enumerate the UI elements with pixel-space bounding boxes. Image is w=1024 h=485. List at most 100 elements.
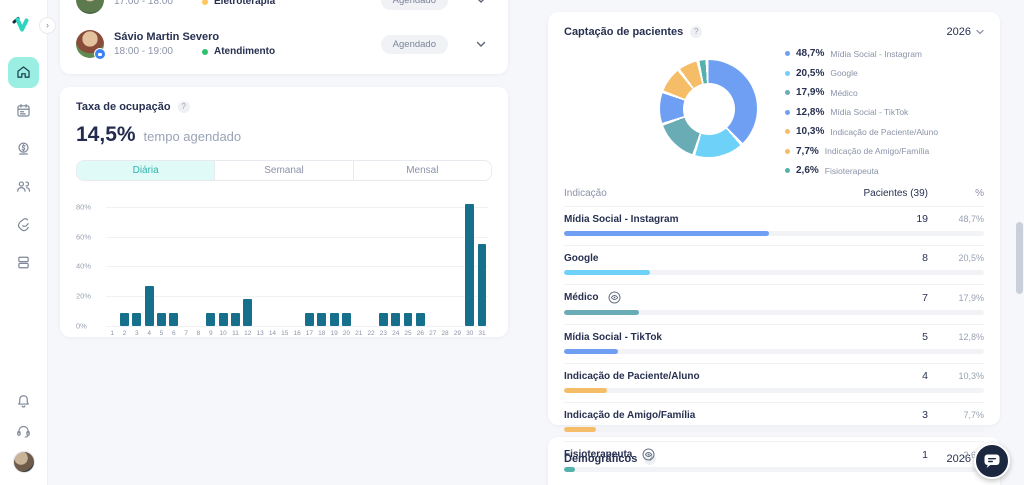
source-label: Mídia Social - Instagram: [564, 213, 679, 225]
bar-slot: [242, 299, 254, 326]
tab-mensal[interactable]: Mensal: [353, 161, 491, 180]
bar-day-25: [403, 312, 413, 326]
chevron-down-icon[interactable]: [476, 41, 486, 48]
gridline: 40%: [76, 262, 488, 271]
occupancy-card: Taxa de ocupação ? 14,5% tempo agendado …: [60, 87, 508, 337]
x-axis-tick: 13: [256, 330, 264, 337]
help-icon[interactable]: ?: [177, 101, 190, 113]
sidebar-item-agenda[interactable]: [8, 95, 39, 126]
help-icon[interactable]: ?: [690, 26, 703, 38]
bar-day-24: [391, 312, 401, 326]
patient-name: Sávio Martin Severo: [114, 31, 220, 43]
sidebar: ›: [0, 0, 56, 485]
bar-day-12: [243, 299, 253, 326]
source-label: Indicação de Amigo/Família: [564, 409, 696, 421]
tab-diária[interactable]: Diária: [77, 161, 216, 180]
legend-item: 17,9% Médico: [785, 87, 938, 98]
progress-track: [564, 270, 984, 275]
chevron-down-icon[interactable]: [476, 0, 486, 4]
appointment-time: 18:00 - 19:00: [114, 46, 173, 57]
bar-slot: [217, 312, 229, 326]
x-axis-tick: 23: [379, 330, 387, 337]
x-axis-tick: 19: [330, 330, 338, 337]
legend-item: 10,3% Indicação de Paciente/Aluno: [785, 126, 938, 137]
bar-slot: [205, 312, 217, 326]
source-patients-count: 7: [922, 291, 928, 304]
appointment-time: 17:00 - 18:00: [114, 0, 173, 7]
col-percent: %: [975, 188, 984, 199]
visibility-eye-icon[interactable]: [642, 448, 655, 461]
sidebar-item-services[interactable]: [8, 209, 39, 240]
x-axis-tick: 7: [184, 330, 188, 337]
legend-color-dot: [785, 129, 790, 134]
visibility-eye-icon[interactable]: [608, 291, 621, 304]
legend-color-dot: [785, 51, 790, 56]
appointment-row[interactable]: Sávio Martin Severo 18:00 - 19:00 Atendime…: [76, 22, 492, 66]
notifications-bell-icon[interactable]: [15, 393, 32, 410]
x-axis-tick: 17: [305, 330, 314, 337]
calendar-icon: [17, 103, 30, 117]
bar-day-19: [329, 312, 339, 326]
x-axis-tick: 10: [219, 330, 227, 337]
tab-semanal[interactable]: Semanal: [215, 161, 354, 180]
legend-label: Mídia Social - Instagram: [830, 48, 923, 59]
x-axis-tick: 31: [478, 330, 486, 337]
sidebar-nav: [8, 57, 39, 278]
progress-fill: [564, 427, 597, 432]
bar-day-3: [132, 312, 142, 326]
finance-icon: [18, 142, 29, 155]
bar-slot: [155, 312, 167, 326]
referral-source-row: Indicação de Paciente/Aluno 4 10,3%: [564, 364, 984, 403]
user-avatar[interactable]: [12, 451, 35, 473]
service-name: Atendimento: [214, 46, 276, 57]
legend-percent: 2,6%: [796, 165, 819, 176]
x-axis-tick: 16: [293, 330, 301, 337]
bar-slot: [143, 285, 155, 326]
sidebar-item-patients[interactable]: [8, 171, 39, 202]
x-axis-tick: 24: [392, 330, 400, 337]
legend-color-dot: [785, 70, 790, 76]
source-label: Indicação de Paciente/Aluno: [564, 370, 700, 382]
progress-track: [564, 467, 984, 472]
status-badge: Agendado: [380, 34, 448, 54]
bar-day-11: [231, 312, 240, 326]
y-axis-tick: 20%: [76, 291, 92, 301]
bar-day-20: [341, 312, 351, 326]
occupancy-value-label: tempo agendado: [143, 129, 242, 144]
sidebar-item-home[interactable]: [8, 57, 39, 88]
y-axis-tick: 80%: [76, 202, 92, 212]
legend-percent: 20,5%: [796, 67, 825, 79]
appointment-row[interactable]: 17:00 - 18:00 Eletroterapia Agendado: [76, 0, 492, 22]
service-name: Eletroterapia: [214, 0, 276, 7]
bar-slot: [131, 312, 143, 326]
sidebar-expand-button[interactable]: ›: [39, 17, 56, 34]
captacao-title: Captação de pacientes: [564, 26, 684, 38]
patients-icon: [17, 181, 31, 192]
table-header: Indicação Pacientes (39) %: [564, 188, 984, 207]
referral-source-row: Indicação de Amigo/Família 3 7,7%: [564, 403, 984, 442]
captacao-year-select[interactable]: 2026: [947, 26, 984, 38]
support-headset-icon[interactable]: [15, 422, 32, 439]
bar-day-18: [317, 312, 327, 326]
bar-slot: [340, 312, 352, 326]
x-axis-tick: 8: [196, 330, 201, 337]
scrollbar-thumb[interactable]: [1016, 222, 1023, 294]
source-patients-count: 8: [922, 252, 928, 264]
legend-label: Google: [830, 68, 858, 78]
chat-fab-button[interactable]: [974, 443, 1010, 479]
sidebar-item-finance[interactable]: [8, 133, 39, 164]
home-icon: [17, 66, 30, 78]
referral-source-row: Mídia Social - Instagram 19 48,7%: [564, 207, 984, 246]
service-color-dot: [202, 0, 208, 5]
source-label: Mídia Social - TikTok: [564, 331, 662, 343]
referral-source-row: Google 8 20,5%: [564, 246, 984, 285]
x-axis-tick: 9: [208, 330, 213, 337]
captacao-table-body: Mídia Social - Instagram 19 48,7% Google 8 20…: [564, 207, 984, 481]
source-label: Médico: [564, 292, 599, 303]
source-label: Google: [564, 252, 599, 264]
bar-slot: [303, 312, 315, 326]
sidebar-item-stock[interactable]: [8, 247, 39, 278]
x-axis-tick: 15: [281, 330, 289, 337]
progress-fill: [564, 467, 575, 472]
legend-label: Médico: [830, 87, 858, 98]
